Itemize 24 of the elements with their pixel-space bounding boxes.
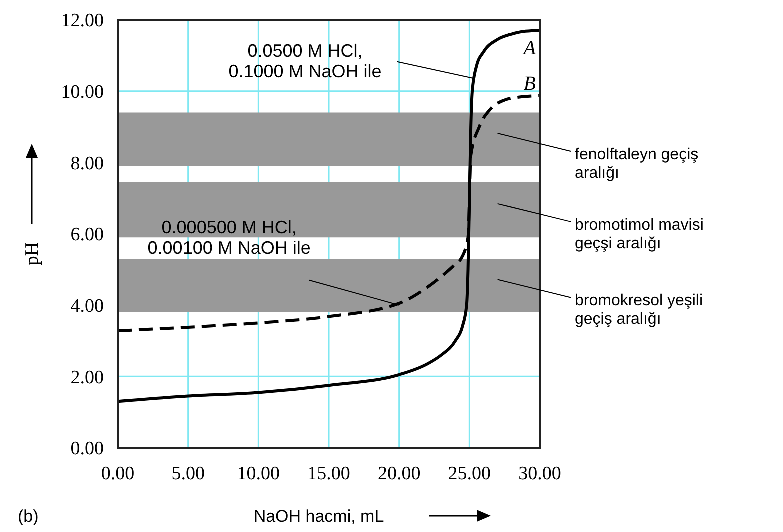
y-axis-title: pH	[22, 242, 43, 266]
band-label: bromokresol yeşili geçiş aralığı	[575, 292, 704, 328]
y-tick-label: 0.00	[70, 438, 104, 460]
x-tick-label: 15.00	[308, 463, 350, 484]
x-tick-label: 10.00	[237, 463, 280, 484]
series-label: B	[524, 72, 536, 95]
annotation: 0.0500 M HCl, 0.1000 M NaOH ile	[228, 40, 382, 82]
y-tick-label: 10.00	[61, 82, 104, 104]
y-tick-label: 6.00	[70, 224, 104, 246]
x-tick-label: 25.00	[448, 463, 492, 484]
x-tick-label: 5.00	[172, 463, 205, 484]
x-tick-label: 30.00	[518, 463, 562, 484]
text: (b)	[18, 507, 39, 526]
y-tick-label: 4.00	[70, 296, 104, 318]
series-label: A	[522, 38, 537, 60]
y-tick-label: 2.00	[70, 367, 104, 388]
annotation: 0.000500 M HCl, 0.00100 M NaOH ile	[148, 217, 311, 258]
y-tick-label: 8.00	[70, 153, 104, 174]
band-label: bromotimol mavisi geçşi aralığı	[575, 216, 704, 252]
band-label: fenolftaleyn geçiş aralığı	[575, 146, 699, 182]
x-axis-title: NaOH hacmi, mL	[254, 507, 384, 526]
y-tick-label: 12.00	[61, 10, 104, 32]
x-tick-label: 20.00	[378, 463, 421, 484]
x-tick-label: 0.00	[101, 463, 135, 484]
